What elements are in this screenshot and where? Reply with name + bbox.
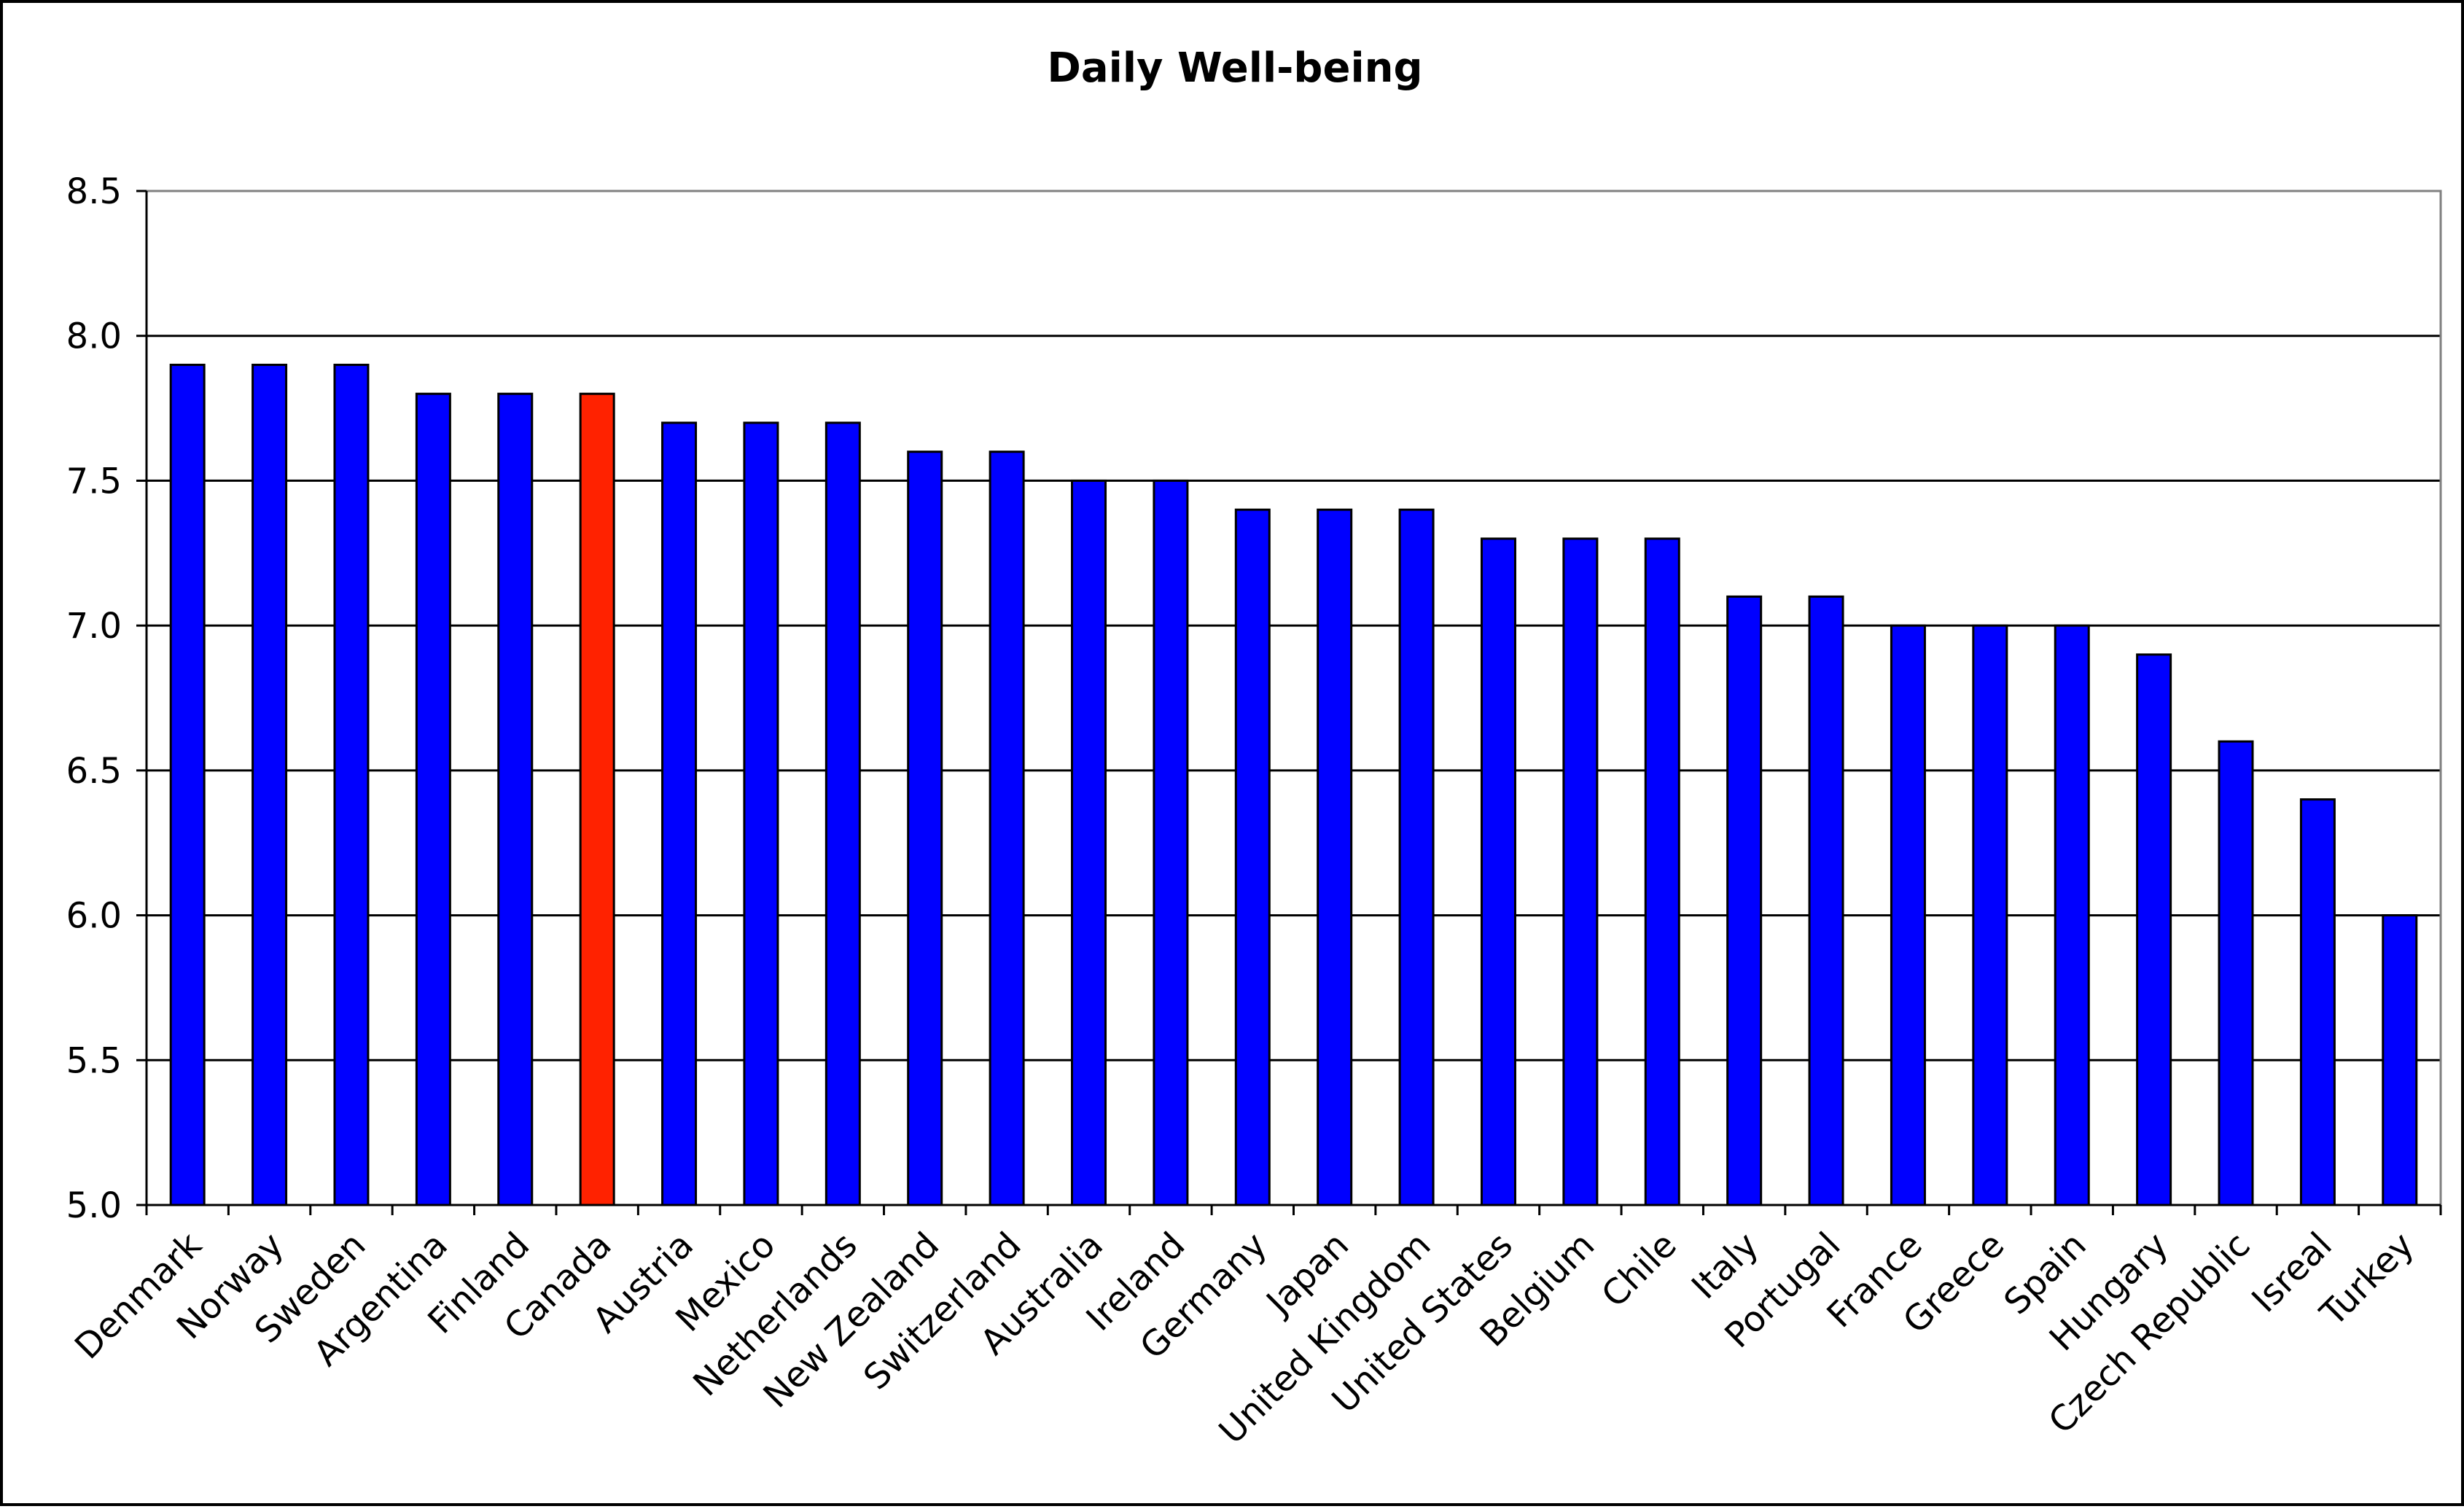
bar [1890, 624, 1926, 1206]
bar [1234, 508, 1271, 1206]
bar [415, 392, 451, 1206]
bar [661, 421, 698, 1206]
bar [1071, 479, 1107, 1206]
x-tick-label: Chile [1594, 1225, 1685, 1316]
y-tick-label: 8.5 [66, 171, 122, 212]
bar [1808, 595, 1844, 1206]
y-tick-label: 7.0 [66, 606, 122, 647]
y-tick-label: 8.0 [66, 316, 122, 357]
bar [989, 451, 1025, 1206]
bar [2136, 653, 2172, 1206]
y-tick-label: 6.5 [66, 751, 122, 792]
bar [1726, 595, 1763, 1206]
x-tick-label: Denmark [67, 1225, 210, 1368]
bar [2218, 740, 2254, 1206]
bar [169, 363, 206, 1206]
bar [579, 392, 615, 1206]
y-tick-label: 5.0 [66, 1185, 122, 1226]
bar [1153, 479, 1189, 1206]
bar [497, 392, 534, 1206]
bar [907, 451, 943, 1206]
gridlines [147, 190, 2441, 1061]
chart-title: Daily Well-being [1047, 44, 1422, 92]
axes [136, 190, 2442, 1215]
y-tick-label: 6.0 [66, 896, 122, 937]
y-axis-tick-labels: 5.0 5.5 6.0 6.5 7.0 7.5 8.0 8.5 [66, 171, 122, 1226]
x-axis-tick-labels: DenmarkNorwaySwedenArgentinaFinlandCanad… [67, 1225, 2422, 1452]
bar [1480, 537, 1516, 1206]
y-tick-label: 5.5 [66, 1040, 122, 1081]
bar [1644, 537, 1680, 1206]
bar [2054, 624, 2090, 1206]
plot-area-border [145, 190, 2442, 1206]
bar [333, 363, 370, 1206]
bar [1317, 508, 1353, 1206]
x-tick-label: Turkey [2312, 1225, 2422, 1335]
bar [252, 363, 288, 1206]
bar [1562, 537, 1599, 1206]
y-tick-label: 7.5 [66, 461, 122, 502]
bars [169, 363, 2418, 1206]
bar [2382, 914, 2418, 1206]
bar-chart: Daily Well-being 5.0 5.5 6.0 6.5 7.0 7.5 8.0 8.… [66, 44, 2442, 1452]
bar [1398, 508, 1435, 1206]
bar [743, 421, 779, 1206]
bar [2299, 798, 2336, 1206]
bar [824, 421, 861, 1206]
bar [1972, 624, 2008, 1206]
